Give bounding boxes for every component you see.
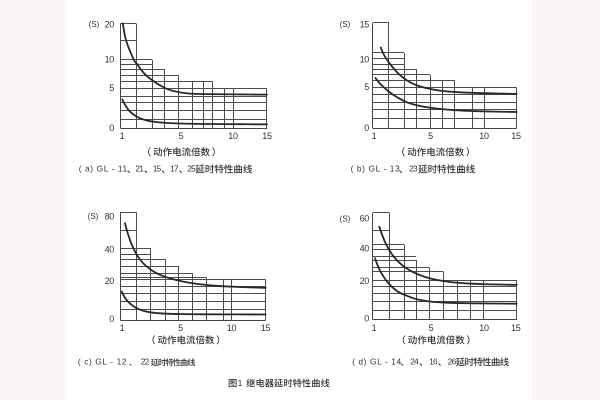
svg-text:10: 10 — [479, 131, 489, 141]
svg-text:0: 0 — [109, 123, 114, 133]
svg-text:17: 17 — [170, 164, 179, 174]
svg-text:15: 15 — [262, 131, 272, 141]
svg-text:1: 1 — [120, 323, 125, 333]
svg-text:10: 10 — [360, 54, 370, 64]
svg-text:(S): (S) — [89, 20, 100, 29]
svg-text:25: 25 — [187, 164, 196, 174]
svg-text:80: 80 — [105, 212, 115, 222]
svg-text:5: 5 — [428, 131, 433, 141]
svg-text:26: 26 — [448, 357, 457, 367]
svg-text:(S): (S) — [88, 212, 99, 221]
svg-text:0: 0 — [109, 314, 114, 324]
svg-text:0: 0 — [364, 313, 369, 323]
svg-text:20: 20 — [105, 276, 115, 286]
svg-text:22: 22 — [141, 357, 150, 367]
svg-text:15: 15 — [153, 164, 162, 174]
svg-text:(S): (S) — [340, 215, 351, 224]
svg-text:5: 5 — [429, 323, 434, 333]
svg-text:1: 1 — [238, 378, 243, 388]
svg-text:15: 15 — [261, 323, 271, 333]
svg-text:1: 1 — [372, 323, 377, 333]
svg-text:20: 20 — [105, 20, 115, 30]
svg-text:( b) GL - 13: ( b) GL - 13 — [351, 164, 401, 174]
svg-text:15: 15 — [511, 323, 521, 333]
svg-text:10: 10 — [227, 323, 237, 333]
svg-text:40: 40 — [105, 245, 115, 255]
svg-text:0: 0 — [364, 123, 369, 133]
svg-text:15: 15 — [511, 131, 521, 141]
svg-text:5: 5 — [109, 83, 114, 93]
svg-text:10: 10 — [228, 131, 238, 141]
svg-text:40: 40 — [360, 244, 370, 254]
svg-text:16: 16 — [429, 357, 438, 367]
svg-text:( a) GL - 11: ( a) GL - 11 — [79, 164, 128, 174]
svg-text:60: 60 — [360, 214, 370, 224]
svg-text:24: 24 — [410, 357, 419, 367]
svg-text:1: 1 — [372, 131, 377, 141]
svg-text:20: 20 — [360, 276, 370, 286]
svg-text:10: 10 — [479, 323, 489, 333]
svg-text:( d) GL - 14: ( d) GL - 14 — [352, 357, 402, 367]
svg-text:5: 5 — [364, 82, 369, 92]
svg-text:15: 15 — [360, 20, 370, 30]
svg-text:5: 5 — [178, 323, 183, 333]
svg-text:10: 10 — [105, 55, 115, 65]
svg-text:21: 21 — [135, 164, 144, 174]
svg-text:(S): (S) — [340, 20, 351, 29]
svg-text:23: 23 — [409, 164, 418, 174]
svg-text:1: 1 — [120, 131, 125, 141]
svg-text:5: 5 — [179, 131, 184, 141]
svg-text:( c) GL - 12: ( c) GL - 12 — [78, 357, 127, 367]
